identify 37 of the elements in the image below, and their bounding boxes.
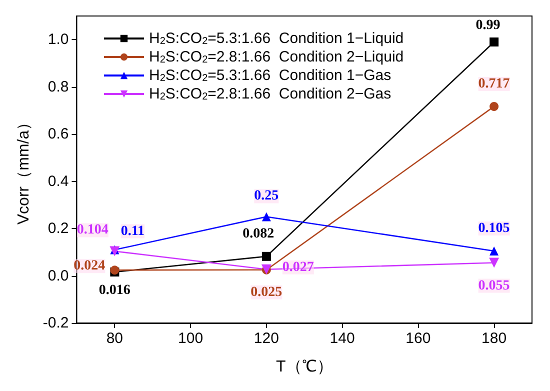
data-label: 0.717 (478, 76, 510, 92)
data-label: 0.016 (98, 282, 130, 298)
data-label: 0.082 (242, 226, 274, 242)
data-label: 0.25 (254, 188, 279, 204)
x-tick-label: 80 (106, 330, 124, 347)
y-axis-title: Vcorr（mm/a） (16, 114, 32, 225)
data-label: 0.024 (74, 258, 106, 274)
y-tick-label: 0.0 (48, 267, 69, 284)
x-tick-label: 180 (482, 330, 507, 347)
y-tick-label: 0.4 (48, 172, 69, 190)
x-tick-label: 160 (406, 330, 431, 347)
legend-label: H2S:CO2=2.8:1.66 Condition 2−Liquid (149, 48, 404, 66)
data-label: 0.055 (478, 278, 510, 294)
x-tick-label: 100 (178, 330, 204, 347)
x-tick-label: 120 (254, 330, 279, 347)
legend-label: H2S:CO2=5.3:1.66 Condition 1−Gas (149, 67, 392, 84)
point (490, 246, 499, 256)
y-tick-label: 0.8 (48, 78, 69, 96)
data-label: 0.104 (76, 222, 108, 238)
x-tick-label: 140 (330, 330, 355, 347)
legend-label: H2S:CO2=5.3:1.66 Condition 1−Liquid (149, 30, 404, 47)
data-label: 0.105 (478, 220, 510, 236)
data-label: 0.027 (282, 260, 314, 275)
point (262, 252, 271, 261)
point (490, 37, 499, 46)
point (490, 102, 499, 111)
data-label: 0.11 (120, 224, 145, 239)
legend-label: H2S:CO2=2.8:1.66 Condition 2−Gas (149, 86, 392, 102)
data-label: 0.025 (250, 284, 282, 300)
y-tick-label: 1.0 (48, 31, 69, 48)
y-tick-label: -0.2 (42, 314, 69, 332)
y-tick-label: 0.6 (48, 126, 69, 143)
x-axis-title: T（℃） (276, 358, 333, 376)
y-tick-label: 0.2 (48, 220, 69, 238)
point (262, 212, 271, 222)
data-label: 0.99 (476, 18, 500, 33)
point (489, 258, 500, 268)
